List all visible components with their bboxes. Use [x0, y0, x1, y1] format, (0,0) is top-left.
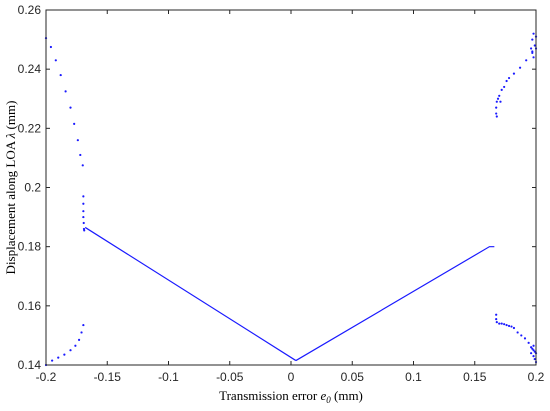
data-point	[507, 76, 511, 80]
data-point	[63, 353, 66, 356]
x-tick-label: 0	[288, 370, 295, 384]
data-point	[495, 115, 498, 118]
data-point	[57, 356, 60, 359]
data-point	[532, 344, 535, 347]
data-point	[532, 355, 535, 358]
data-point	[82, 221, 85, 225]
data-point	[82, 195, 85, 198]
data-point	[80, 331, 83, 334]
data-point	[81, 164, 84, 167]
x-axis-label: Transmission error e0 (mm)	[219, 388, 363, 405]
data-point	[527, 341, 530, 344]
data-point	[82, 215, 85, 219]
y-axis-label: Displacement along LOA λ (mm)	[3, 101, 18, 275]
data-point	[79, 153, 82, 157]
data-point	[532, 56, 535, 59]
data-point	[533, 350, 536, 353]
x-tick-label: 0.05	[341, 370, 365, 384]
x-tick-label: 0.1	[405, 370, 422, 384]
x-tick-label: 0.15	[463, 370, 487, 384]
data-point	[82, 210, 85, 213]
y-tick-label: 0.24	[18, 62, 42, 76]
data-point	[518, 66, 522, 69]
x-axis-label-prefix: Transmission error	[219, 388, 320, 403]
y-tick-label: 0.22	[18, 121, 42, 135]
data-line	[295, 246, 495, 362]
x-tick-label: -0.2	[36, 370, 57, 384]
data-point	[503, 85, 506, 89]
data-point	[531, 38, 534, 41]
data-point	[520, 334, 523, 337]
data-point	[500, 322, 503, 325]
data-point	[69, 106, 72, 109]
data-point	[531, 347, 534, 350]
data-point	[500, 88, 503, 91]
data-point	[76, 139, 79, 142]
data-point	[530, 352, 533, 355]
data-point	[503, 323, 506, 326]
data-point	[51, 359, 54, 362]
data-point	[498, 322, 501, 325]
x-tick-label: -0.1	[158, 370, 179, 384]
data-point	[49, 45, 53, 49]
data-point	[495, 313, 498, 316]
y-tick-label: 0.16	[18, 299, 42, 313]
data-point	[54, 59, 57, 62]
data-point	[523, 337, 527, 340]
data-point	[82, 202, 85, 205]
data-point	[495, 318, 498, 321]
data-point	[495, 321, 498, 324]
x-tick-label: -0.05	[216, 370, 244, 384]
y-tick-label: 0.26	[18, 3, 42, 17]
data-point	[83, 229, 86, 232]
data-point	[73, 122, 76, 125]
data-point	[74, 344, 77, 347]
data-point	[512, 326, 516, 330]
data-point	[532, 349, 535, 352]
data-point	[531, 51, 534, 54]
data-line	[84, 226, 297, 362]
x-axis-label-subscript: 0	[326, 395, 331, 405]
plot-area	[44, 32, 538, 367]
x-axis-label-suffix: (mm)	[331, 388, 363, 403]
y-tick-label: 0.2	[24, 181, 41, 195]
data-point	[69, 349, 72, 352]
data-point	[510, 325, 513, 328]
data-point	[530, 47, 533, 50]
data-point	[533, 357, 536, 361]
data-point	[82, 323, 85, 327]
data-point	[507, 324, 511, 328]
y-tick-label: 0.18	[18, 240, 42, 254]
data-point	[495, 112, 498, 115]
data-point	[499, 100, 502, 103]
data-point	[495, 100, 498, 103]
data-point	[516, 331, 519, 334]
data-point	[77, 338, 81, 341]
axis-ticks: -0.2 -0.15 -0.1 -0.05 0 0.05 0.1 0.15 0.2 0.14 0.1…	[18, 3, 545, 384]
x-tick-label: 0.2	[528, 370, 545, 384]
data-point	[505, 79, 508, 83]
x-axis-label-symbol: e	[320, 388, 326, 403]
data-point	[498, 94, 501, 97]
data-point	[496, 97, 500, 100]
data-point	[505, 323, 508, 327]
data-point	[532, 32, 535, 35]
data-point	[64, 90, 67, 93]
data-point	[525, 59, 528, 62]
y-tick-label: 0.14	[18, 358, 42, 372]
x-tick-label: -0.15	[94, 370, 122, 384]
y-axis-label-suffix: (mm)	[3, 101, 18, 133]
data-point	[59, 73, 62, 77]
data-point	[530, 346, 533, 349]
data-point	[512, 72, 516, 75]
data-point	[495, 106, 498, 109]
y-axis-label-symbol: λ	[3, 132, 18, 139]
y-axis-label-prefix: Displacement along LOA	[3, 138, 18, 274]
data-point	[533, 44, 536, 47]
